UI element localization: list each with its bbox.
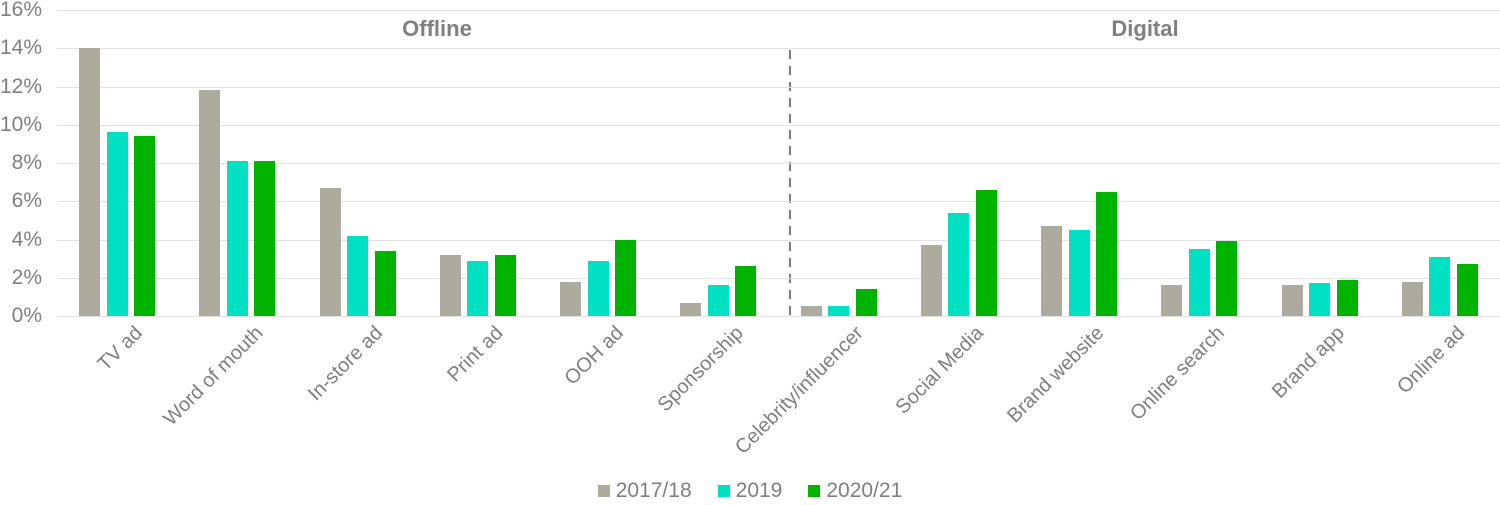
bar <box>199 90 221 316</box>
legend-item-2017-18: 2017/18 <box>597 479 692 502</box>
x-axis-label: Print ad <box>443 322 508 387</box>
gridline <box>57 316 1500 317</box>
bar <box>374 250 396 316</box>
y-axis-tick-label: 8% <box>11 151 42 174</box>
y-axis-tick-label: 2% <box>11 265 42 289</box>
section-divider-dashed-line <box>789 50 791 318</box>
y-axis-tick-label: 14% <box>0 36 43 60</box>
bar <box>226 161 248 316</box>
gridline <box>57 239 1500 241</box>
legend-swatch-2020-21 <box>808 484 821 497</box>
bar <box>707 285 729 316</box>
bar <box>615 239 637 316</box>
legend-label-2020-21: 2020/21 <box>826 479 903 502</box>
bar <box>439 254 461 316</box>
bar <box>79 48 101 316</box>
bar <box>948 212 970 316</box>
bar <box>1161 285 1183 316</box>
y-axis-tick-label: 4% <box>11 227 42 251</box>
legend-item-2020-21: 2020/21 <box>808 480 902 501</box>
bar <box>106 132 128 316</box>
y-axis-tick-label: 0% <box>11 304 42 327</box>
bar <box>1429 256 1451 316</box>
bar <box>1401 281 1423 316</box>
bar <box>920 245 942 316</box>
bar <box>1041 226 1063 316</box>
bar <box>560 281 582 316</box>
legend-swatch-2017-18 <box>597 484 610 497</box>
bar <box>828 306 850 316</box>
x-axis-label: TV ad <box>93 322 147 376</box>
bar <box>800 306 822 316</box>
bar <box>494 254 516 316</box>
x-axis-label: Brand website <box>1003 322 1109 428</box>
bar <box>735 266 757 316</box>
gridline <box>57 201 1500 203</box>
x-axis-label: Brand app <box>1268 322 1350 403</box>
x-axis-label: OOH ad <box>560 322 628 390</box>
bar <box>467 260 489 316</box>
bar <box>1336 279 1358 316</box>
x-axis-label: Celebrity/influencer <box>731 322 869 459</box>
gridline <box>57 124 1500 126</box>
bar <box>855 289 877 316</box>
bar <box>1188 249 1210 316</box>
y-axis-tick-label: 12% <box>0 74 43 98</box>
x-axis-label: Word of mouth <box>158 322 267 431</box>
bar <box>1309 283 1331 316</box>
gridline <box>57 48 1500 50</box>
gridline <box>57 86 1500 88</box>
gridline <box>57 10 1500 11</box>
bar <box>347 235 369 316</box>
bar <box>319 187 341 316</box>
bar <box>1281 285 1303 316</box>
bar <box>1216 241 1238 316</box>
bar <box>680 302 702 316</box>
x-axis-label: In-store ad <box>304 322 388 406</box>
legend-swatch-2019 <box>717 484 730 497</box>
legend-label-2019: 2019 <box>735 479 783 502</box>
bar <box>1096 191 1118 316</box>
gridline <box>57 163 1500 164</box>
bar <box>134 136 156 316</box>
x-axis-label: Sponsorship <box>653 322 748 417</box>
y-axis-tick-label: 10% <box>0 112 43 136</box>
bar <box>254 161 276 316</box>
x-axis-label: Online search <box>1126 322 1229 425</box>
section-label-digital: Digital <box>1111 16 1179 41</box>
bar <box>1068 229 1090 316</box>
y-axis-tick-label: 6% <box>11 189 42 213</box>
x-axis-label: Social Media <box>891 322 989 419</box>
legend-label-2017-18: 2017/18 <box>615 479 692 502</box>
bar <box>587 260 609 316</box>
bar <box>1456 264 1478 316</box>
y-axis-tick-label: 16% <box>0 0 43 21</box>
bar <box>975 189 997 316</box>
x-axis-label: Online ad <box>1393 322 1470 399</box>
chart-legend: 2017/18 2019 2020/21 <box>0 480 1500 501</box>
section-label-offline: Offline <box>402 16 472 41</box>
gridline <box>57 277 1500 279</box>
legend-item-2019: 2019 <box>717 479 783 502</box>
